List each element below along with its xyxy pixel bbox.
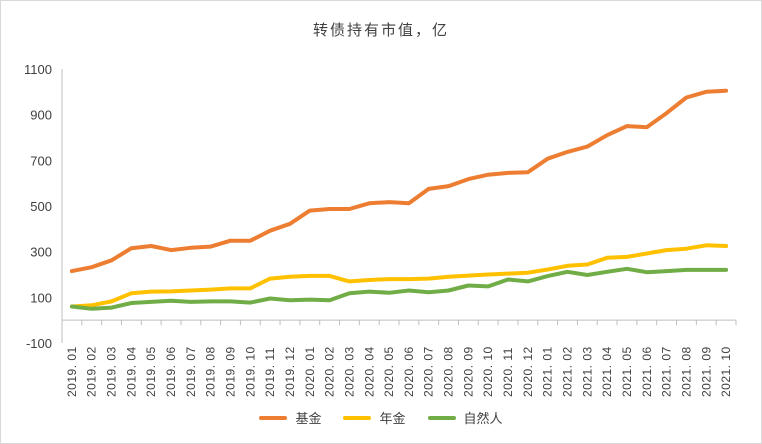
chart-title: 转债持有市值，亿 xyxy=(312,21,449,39)
x-tick-label: 2019. 08 xyxy=(204,346,218,397)
legend-swatch xyxy=(259,415,288,420)
y-tick-label: -100 xyxy=(26,336,52,351)
legend-item: 自然人 xyxy=(427,408,503,427)
legend-item: 年金 xyxy=(343,408,406,427)
series-line-1 xyxy=(69,88,729,274)
x-tick-label: 2021. 01 xyxy=(541,346,555,397)
x-tick-label: 2020. 10 xyxy=(481,346,495,397)
x-tick-label: 2020. 03 xyxy=(342,346,356,397)
series-line-2 xyxy=(69,243,729,309)
x-tick-label: 2019. 11 xyxy=(263,347,277,397)
x-tick-label: 2019. 07 xyxy=(184,346,198,397)
x-tick-label: 2020. 04 xyxy=(362,346,376,397)
legend: 基金 年金 自然人 xyxy=(1,408,761,427)
x-tick-label: 2020. 09 xyxy=(461,346,475,397)
legend-swatch xyxy=(427,415,456,420)
legend-label: 自然人 xyxy=(463,412,503,427)
x-tick-label: 2021. 03 xyxy=(580,346,594,397)
x-tick-label: 2019. 10 xyxy=(243,346,257,397)
series-line-3 xyxy=(69,266,729,311)
x-tick-label: 2021. 10 xyxy=(719,346,733,397)
y-tick-label: 900 xyxy=(30,108,52,123)
x-tick-label: 2021. 08 xyxy=(679,346,693,397)
x-tick-label: 2021. 05 xyxy=(620,346,634,397)
legend-item: 基金 xyxy=(259,408,321,427)
x-tick-label: 2019. 01 xyxy=(65,346,79,397)
x-tick-label: 2021. 06 xyxy=(640,346,654,397)
x-tick-label: 2021. 09 xyxy=(699,346,713,397)
x-tick-label: 2021. 04 xyxy=(600,346,614,397)
x-tick-label: 2020. 06 xyxy=(402,346,416,397)
y-tick-label: 300 xyxy=(30,245,52,260)
x-tick-label: 2021. 07 xyxy=(660,346,674,397)
x-tick-label: 2019. 06 xyxy=(164,346,178,397)
x-tick-label: 2020. 07 xyxy=(422,346,436,397)
x-tick-label: 2019. 03 xyxy=(105,346,119,397)
x-tick-label: 2019. 09 xyxy=(224,346,238,397)
x-tick-label: 2021. 02 xyxy=(561,346,575,397)
x-tick-label: 2019. 12 xyxy=(283,346,297,397)
x-tick-label: 2020. 05 xyxy=(382,346,396,397)
x-tick-label: 2020. 02 xyxy=(323,346,337,397)
y-tick-label: 500 xyxy=(30,199,52,214)
legend-label: 基金 xyxy=(295,412,322,427)
y-tick-label: 100 xyxy=(30,290,52,305)
x-tick-label: 2019. 05 xyxy=(144,346,158,397)
x-tick-label: 2020. 08 xyxy=(442,346,456,397)
x-tick-label: 2019. 02 xyxy=(85,346,99,397)
x-tick-label: 2019. 04 xyxy=(124,346,138,397)
y-tick-label: 1100 xyxy=(24,62,52,77)
legend-swatch xyxy=(343,415,372,420)
x-tick-label: 2020. 12 xyxy=(521,346,535,397)
legend-label: 年金 xyxy=(379,412,406,427)
x-tick-label: 2020. 11 xyxy=(501,347,515,397)
y-tick-label: 700 xyxy=(30,153,52,168)
x-tick-label: 2020. 01 xyxy=(303,346,317,397)
